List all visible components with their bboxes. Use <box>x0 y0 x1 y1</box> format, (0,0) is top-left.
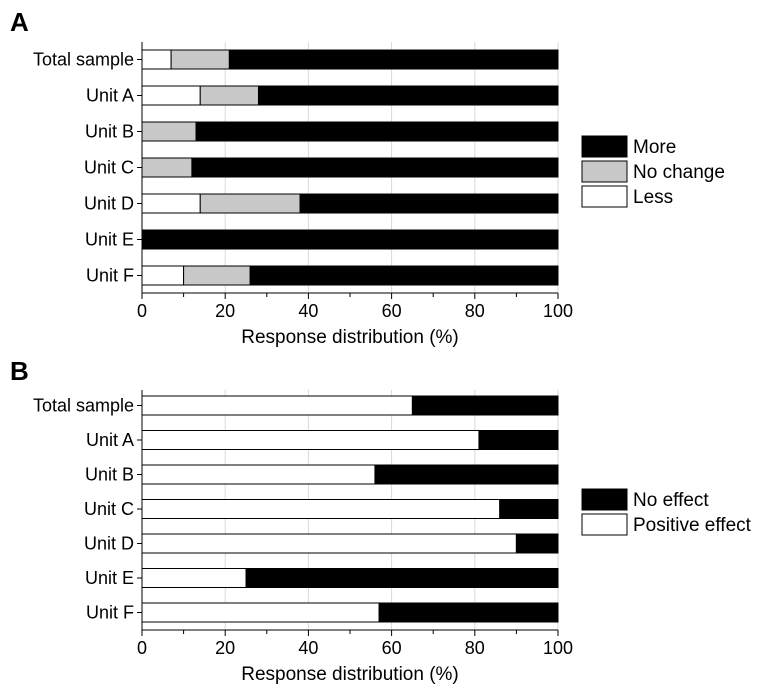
category-label: Total sample <box>33 396 134 416</box>
bar-segment <box>515 533 559 554</box>
legend-label: More <box>633 137 676 158</box>
category-label: Unit D <box>84 194 134 214</box>
bar-segment <box>141 499 501 519</box>
legend-label: Positive effect <box>633 515 752 536</box>
legend-swatch <box>581 160 628 183</box>
category-label: Unit A <box>86 86 134 106</box>
legend-label: Less <box>633 187 673 208</box>
panel-letter: A <box>10 7 29 37</box>
category-label: Unit E <box>85 568 134 588</box>
bar-segment <box>245 568 559 588</box>
x-tick-label: 0 <box>137 638 147 658</box>
bar-segment <box>199 193 301 214</box>
bar-segment <box>183 265 251 286</box>
category-label: Total sample <box>33 50 134 70</box>
category-label: Unit B <box>85 465 134 485</box>
bar-segment <box>141 568 247 588</box>
bar-segment <box>478 430 559 450</box>
x-tick-label: 60 <box>382 301 402 321</box>
x-axis-title: Response distribution (%) <box>241 664 459 685</box>
panel-b: B 0 20 40 60 80 100 Total sample Unit A Unit B Uni… <box>10 356 752 685</box>
category-label: Unit C <box>84 499 134 519</box>
legend-swatch <box>581 513 628 536</box>
bar-segment <box>257 85 559 106</box>
category-label: Unit F <box>86 266 134 286</box>
x-tick-label: 20 <box>215 301 235 321</box>
category-label: Unit B <box>85 122 134 142</box>
x-tick-label: 80 <box>465 638 485 658</box>
bar-segment <box>199 85 259 106</box>
x-tick-label: 20 <box>215 638 235 658</box>
x-tick-label: 40 <box>298 301 318 321</box>
panel-letter: B <box>10 356 29 386</box>
bar-segment <box>141 229 559 250</box>
x-tick-label: 60 <box>382 638 402 658</box>
category-label: Unit A <box>86 430 134 450</box>
bar-segment <box>141 49 172 70</box>
category-label: Unit E <box>85 230 134 250</box>
x-axis-title: Response distribution (%) <box>241 327 459 348</box>
bar-segment <box>141 265 185 286</box>
bar-segment <box>141 85 201 106</box>
x-tick-label: 40 <box>298 638 318 658</box>
bar-segment <box>191 157 559 178</box>
bar-segment <box>141 157 193 178</box>
category-label: Unit D <box>84 534 134 554</box>
x-tick-label: 100 <box>543 301 573 321</box>
x-tick-label: 100 <box>543 638 573 658</box>
bar-segment <box>141 430 480 450</box>
category-label: Unit F <box>86 603 134 623</box>
bar-segment <box>170 49 230 70</box>
bar-segment <box>378 602 559 623</box>
bar-segment <box>141 193 201 214</box>
bar-segment <box>141 464 376 485</box>
legend-label: No change <box>633 162 725 183</box>
legend-swatch <box>581 135 628 158</box>
legend-swatch <box>581 488 628 511</box>
bar-segment <box>411 395 559 416</box>
bar-segment <box>249 265 559 286</box>
bar-segment <box>228 49 559 70</box>
bar-segment <box>141 121 197 142</box>
bar-segment <box>499 499 559 519</box>
category-label: Unit C <box>84 158 134 178</box>
bar-segment <box>195 121 559 142</box>
legend-label: No effect <box>633 490 709 511</box>
x-tick-label: 80 <box>465 301 485 321</box>
bar-segment <box>141 395 413 416</box>
bar-segment <box>141 533 517 554</box>
panel-a: A 0 20 40 60 80 100 Total sample Unit A Unit B Uni… <box>10 7 725 348</box>
x-tick-label: 0 <box>137 301 147 321</box>
bar-segment <box>299 193 559 214</box>
legend-swatch <box>581 185 628 208</box>
bar-segment <box>374 464 559 485</box>
bar-segment <box>141 602 380 623</box>
